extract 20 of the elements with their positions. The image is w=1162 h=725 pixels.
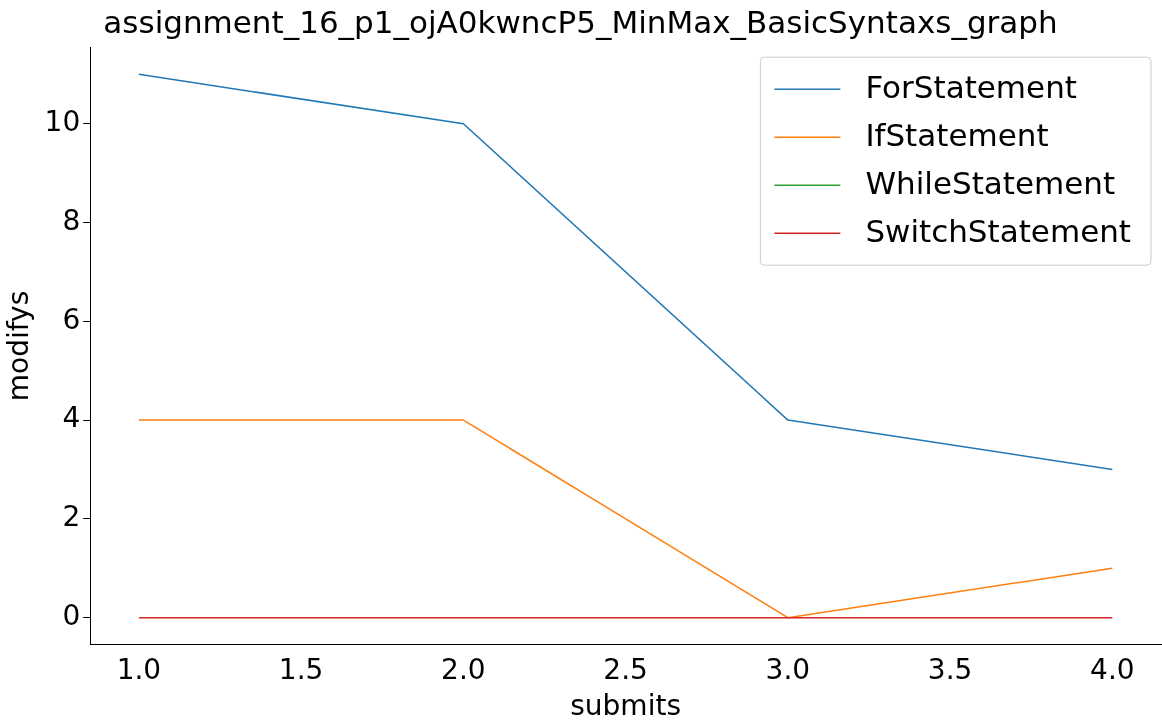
y-tick-label: 6 <box>62 302 81 336</box>
x-tick-label: 4.0 <box>1090 652 1135 686</box>
y-tick-label: 0 <box>62 598 81 632</box>
x-tick-label: 3.0 <box>765 652 811 686</box>
x-tick-label: 1.5 <box>278 652 324 686</box>
legend-label: IfStatement <box>865 117 1049 154</box>
y-tick-label: 4 <box>62 401 81 435</box>
y-axis-title: modifys <box>2 290 36 402</box>
chart-title: assignment_16_p1_ojA0kwncP5_MinMax_BasicSyntaxs_graph <box>103 3 1058 40</box>
y-tick-label: 10 <box>44 105 81 139</box>
legend-label: WhileStatement <box>865 165 1116 202</box>
legend-label: SwitchStatement <box>865 213 1132 250</box>
x-tick-label: 3.5 <box>927 652 973 686</box>
x-tick-label: 2.0 <box>441 652 486 686</box>
y-tick-label: 2 <box>62 500 81 534</box>
x-tick-label: 1.0 <box>116 652 162 686</box>
legend-label: ForStatement <box>865 69 1077 106</box>
x-tick-label: 2.5 <box>603 652 648 686</box>
x-axis-title: submits <box>570 689 681 723</box>
y-tick-label: 8 <box>62 203 81 237</box>
